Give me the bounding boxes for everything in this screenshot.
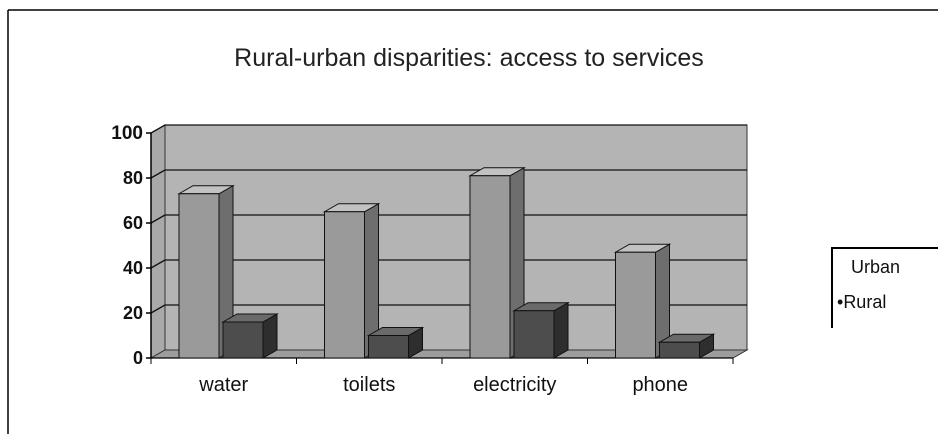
- plot-area: 0 20 40 60 80 100 water toilets electricity phone: [111, 123, 749, 396]
- gridline-side: [150, 304, 166, 314]
- y-tick-label: 100: [111, 123, 143, 144]
- legend: Urban •Rural: [831, 247, 938, 328]
- bar-urban: [469, 175, 511, 359]
- bar-rural: [368, 335, 409, 359]
- x-tick-label: water: [198, 374, 248, 396]
- gridline-side: [150, 259, 166, 269]
- bar-rural: [659, 341, 700, 359]
- x-tick-label: electricity: [473, 374, 556, 396]
- y-tick-label: 60: [123, 213, 143, 233]
- gridline-side: [150, 169, 166, 179]
- chart-title-wrap: Rural-urban disparities: access to servi…: [0, 44, 938, 73]
- gridline-side: [150, 124, 166, 134]
- bar-urban: [615, 251, 656, 359]
- legend-marker-rural: •: [837, 292, 844, 312]
- legend-label-rural: Rural: [843, 292, 887, 312]
- legend-item-rural: •Rural: [837, 292, 886, 313]
- bar-rural: [513, 310, 555, 359]
- legend-item-urban: Urban: [851, 257, 900, 278]
- y-tick-label: 40: [123, 258, 143, 278]
- y-tick-label: 20: [123, 303, 143, 323]
- y-tick-label: 80: [123, 168, 143, 188]
- x-tick-label: phone: [632, 374, 688, 396]
- chart-title: Rural-urban disparities: access to servi…: [234, 44, 704, 72]
- x-tick-label: toilets: [343, 374, 395, 396]
- side-wall: [150, 124, 166, 359]
- y-tick-label: 0: [133, 348, 143, 368]
- bar-urban: [324, 211, 365, 359]
- bar-urban: [178, 193, 220, 359]
- gridline-side: [150, 214, 166, 224]
- bar-side-rural: [553, 301, 569, 359]
- legend-label-urban: Urban: [851, 257, 901, 277]
- bar-rural: [222, 321, 264, 359]
